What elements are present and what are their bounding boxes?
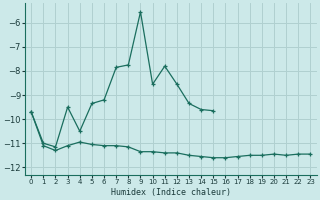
X-axis label: Humidex (Indice chaleur): Humidex (Indice chaleur) — [111, 188, 231, 197]
